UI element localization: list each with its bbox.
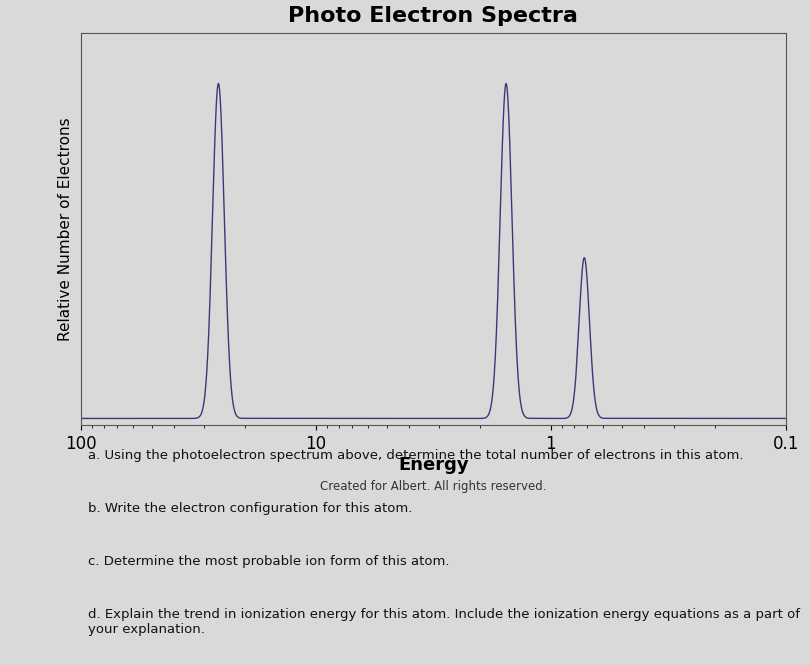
Text: b. Write the electron configuration for this atom.: b. Write the electron configuration for … <box>88 502 412 515</box>
Title: Photo Electron Spectra: Photo Electron Spectra <box>288 6 578 26</box>
Text: c. Determine the most probable ion form of this atom.: c. Determine the most probable ion form … <box>88 555 450 568</box>
Y-axis label: Relative Number of Electrons: Relative Number of Electrons <box>58 118 73 341</box>
Text: a. Using the photoelectron spectrum above, determine the total number of electro: a. Using the photoelectron spectrum abov… <box>88 449 744 462</box>
X-axis label: Energy: Energy <box>398 456 469 473</box>
Text: Created for Albert. All rights reserved.: Created for Albert. All rights reserved. <box>320 480 547 493</box>
Text: d. Explain the trend in ionization energy for this atom. Include the ionization : d. Explain the trend in ionization energ… <box>88 608 800 636</box>
